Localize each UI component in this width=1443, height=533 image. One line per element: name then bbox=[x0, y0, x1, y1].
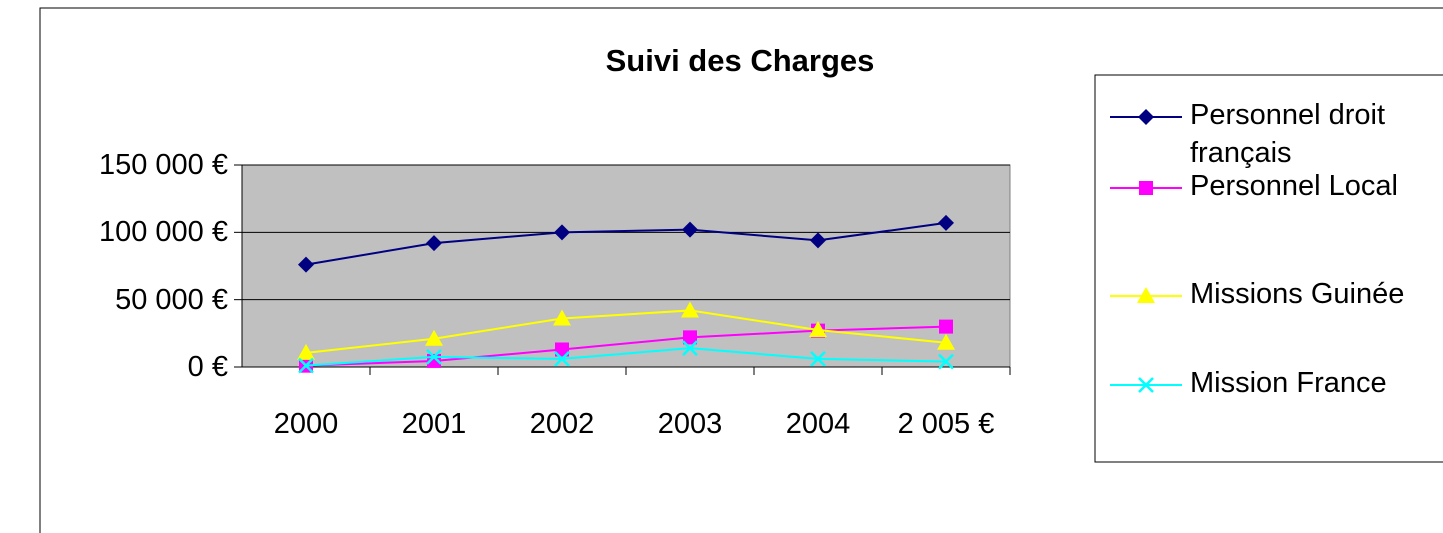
data-point bbox=[683, 330, 697, 345]
data-point bbox=[682, 340, 698, 357]
legend-label: Personnel Local bbox=[1190, 170, 1398, 202]
x-tick-label: 2 005 € bbox=[897, 408, 995, 440]
data-point bbox=[810, 232, 826, 249]
data-point bbox=[553, 309, 571, 326]
chart-title: Suivi des Charges bbox=[605, 43, 875, 78]
plot-area bbox=[241, 164, 1011, 368]
y-tick-label: 100 000 € bbox=[98, 216, 228, 249]
x-tick-label: 2001 bbox=[401, 408, 467, 440]
x-tick-label: 2004 bbox=[785, 408, 851, 440]
data-point bbox=[938, 353, 954, 370]
x-tick-label: 2002 bbox=[529, 408, 595, 440]
data-point bbox=[939, 319, 953, 334]
data-point bbox=[425, 329, 443, 346]
legend-box bbox=[1094, 74, 1443, 463]
legend-label: Personnel droit français bbox=[1190, 99, 1386, 169]
y-tick-label: 50 000 € bbox=[115, 283, 228, 316]
series-line bbox=[305, 325, 947, 367]
data-point bbox=[298, 256, 314, 273]
data-point bbox=[937, 333, 955, 350]
data-point bbox=[554, 224, 570, 241]
legend-marker bbox=[1138, 109, 1154, 125]
data-point bbox=[809, 320, 827, 337]
data-point bbox=[554, 351, 570, 367]
series-line bbox=[305, 347, 947, 367]
legend-label: Missions Guinée bbox=[1190, 278, 1405, 310]
x-tick-label: 2003 bbox=[657, 408, 723, 440]
x-tick-label: 2000 bbox=[273, 408, 339, 440]
data-point bbox=[426, 349, 442, 365]
series-line bbox=[305, 221, 947, 266]
y-tick-label: 150 000 € bbox=[98, 149, 228, 181]
legend-label: Mission France bbox=[1190, 367, 1387, 399]
legend-marker bbox=[1139, 181, 1153, 195]
data-point bbox=[297, 343, 315, 360]
legend-marker bbox=[1137, 287, 1155, 303]
y-tick-label: 0 € bbox=[187, 351, 228, 383]
data-point bbox=[810, 351, 826, 367]
data-point bbox=[298, 357, 314, 374]
data-point bbox=[555, 342, 569, 357]
data-point bbox=[681, 301, 699, 318]
series-line bbox=[305, 309, 947, 354]
data-point bbox=[938, 214, 954, 231]
data-point bbox=[682, 221, 698, 238]
data-point bbox=[426, 235, 442, 252]
legend-marker bbox=[1138, 377, 1154, 393]
